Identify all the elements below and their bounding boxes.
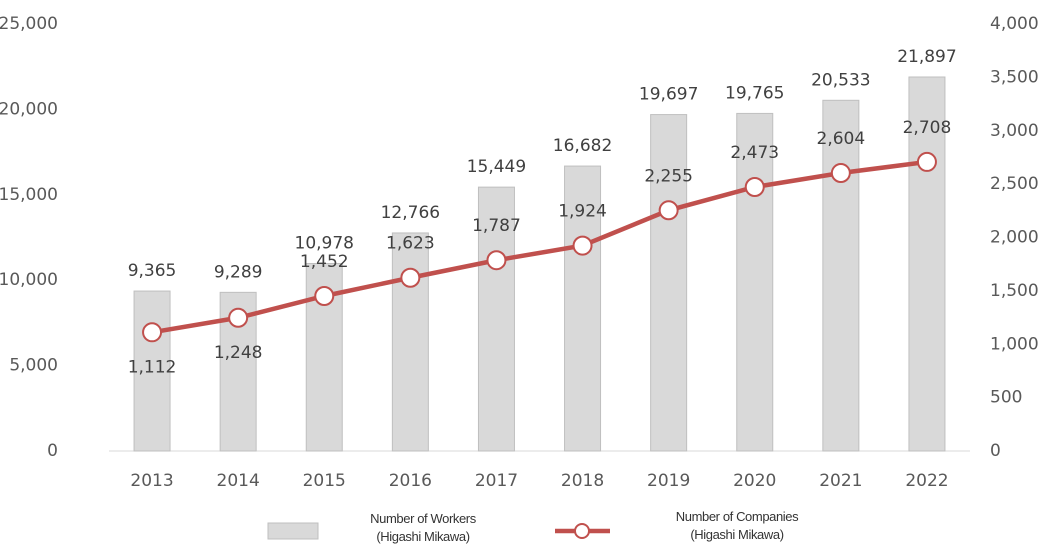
line-value-label: 2,473 — [730, 143, 779, 163]
line-marker — [228, 307, 249, 328]
line-marker — [314, 285, 335, 306]
x-tick-label: 2013 — [130, 471, 173, 491]
line — [151, 159, 928, 335]
legend-label: Number of Workers (Higashi Mikawa) — [370, 511, 476, 544]
line-value-label: 1,452 — [300, 252, 349, 272]
bar-value-label: 19,765 — [725, 83, 784, 103]
line-value-label: 1,248 — [214, 343, 263, 363]
bar-value-label: 10,978 — [295, 233, 354, 253]
bar-value-label: 15,449 — [467, 157, 526, 177]
line-value-label: 2,708 — [903, 118, 952, 138]
bar-value-label: 16,682 — [553, 136, 612, 156]
y2-tick-label: 2,500 — [990, 174, 1039, 194]
x-tick-label: 2020 — [733, 471, 776, 491]
x-tick-label: 2021 — [819, 471, 862, 491]
y-tick-label: 5,000 — [9, 356, 58, 376]
line-marker — [744, 177, 765, 198]
line-value-label: 1,112 — [128, 357, 177, 377]
y-tick-label: 20,000 — [0, 99, 58, 119]
line-value-label: 1,924 — [558, 202, 607, 222]
bar — [736, 112, 774, 452]
line-value-label: 2,604 — [817, 129, 866, 149]
line-marker — [916, 151, 937, 172]
x-tick-label: 2014 — [217, 471, 260, 491]
bar — [391, 232, 429, 452]
bar-value-label: 12,766 — [381, 203, 440, 223]
legend-swatch — [267, 522, 319, 540]
bar — [477, 186, 515, 452]
y2-tick-label: 0 — [990, 441, 1001, 461]
bar-value-label: 20,533 — [811, 70, 870, 90]
bar — [908, 76, 946, 452]
y2-tick-label: 500 — [990, 388, 1022, 408]
legend-swatch — [574, 523, 590, 539]
y2-tick-label: 3,500 — [990, 67, 1039, 87]
y2-tick-label: 1,500 — [990, 281, 1039, 301]
line-marker — [658, 200, 679, 221]
line-marker — [486, 250, 507, 271]
y2-tick-label: 1,000 — [990, 334, 1039, 354]
x-tick-label: 2017 — [475, 471, 518, 491]
bar — [133, 290, 171, 452]
legend-label: Number of Companies (Higashi Mikawa) — [675, 509, 799, 542]
line-value-label: 1,623 — [386, 234, 435, 254]
y-tick-label: 15,000 — [0, 185, 58, 205]
bar-value-label: 9,289 — [214, 262, 263, 282]
y2-tick-label: 2,000 — [990, 228, 1039, 248]
line-marker — [830, 163, 851, 184]
x-tick-label: 2015 — [303, 471, 346, 491]
y2-tick-label: 3,000 — [990, 121, 1039, 141]
bar — [822, 99, 860, 452]
bar — [564, 165, 602, 452]
y-tick-label: 10,000 — [0, 270, 58, 290]
line-marker — [572, 235, 593, 256]
y2-tick-label: 4,000 — [990, 14, 1039, 34]
x-tick-label: 2018 — [561, 471, 604, 491]
x-tick-label: 2022 — [905, 471, 948, 491]
x-tick-label: 2016 — [389, 471, 432, 491]
x-tick-label: 2019 — [647, 471, 690, 491]
bar-value-label: 9,365 — [128, 261, 177, 281]
line-marker — [400, 267, 421, 288]
line-marker — [142, 322, 163, 343]
line-value-label: 2,255 — [644, 166, 693, 186]
bar-value-label: 21,897 — [897, 47, 956, 67]
y-tick-label: 0 — [47, 441, 58, 461]
line-value-label: 1,787 — [472, 216, 521, 236]
bar-value-label: 19,697 — [639, 85, 698, 105]
y-tick-label: 25,000 — [0, 14, 58, 34]
bar — [650, 114, 688, 452]
